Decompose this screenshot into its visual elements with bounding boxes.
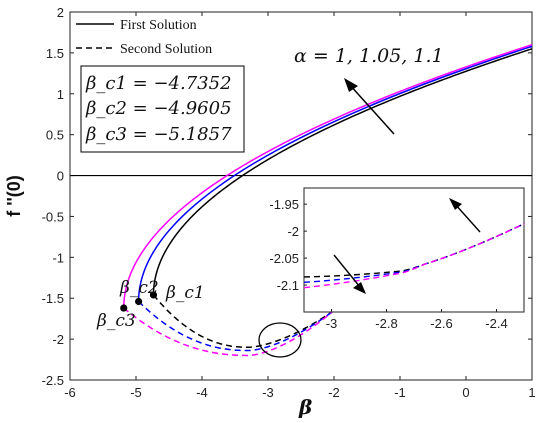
critical-points [120,291,158,312]
inset-arrow-down [333,254,366,294]
critical-value-2: β_c2 = −4.9605 [85,98,232,119]
legend-first-solution: First Solution [120,18,197,33]
y-tick-label: 1 [57,87,64,102]
main-curves [122,43,533,357]
inset-curves [303,223,525,289]
point-label-bc1: β_c1 [165,283,205,303]
x-tick-label: -3 [262,385,274,400]
y-tick-label: 0.5 [46,128,64,143]
second-solution-line [152,294,335,349]
legend-second-solution: Second Solution [120,42,212,57]
x-tick-label: -5 [130,385,142,400]
inset-x-tick-label: -3 [326,316,338,331]
main-plot-frame [69,11,533,381]
critical-point [120,304,128,312]
second-solution-line [138,300,335,352]
inset-x-tick-label: -2.6 [430,316,452,331]
first-solution-line [152,48,533,295]
inset-y-tick-label: -2 [287,224,299,239]
x-tick-label: 1 [528,385,535,400]
critical-value-1: β_c1 = −4.7352 [85,73,232,94]
inset-second-solution-line [303,223,525,289]
inset-x-tick-label: -2.4 [485,316,507,331]
inset-panel: -3 -2.8 -2.6 -2.4 -1.95 -2 -2.05 -2.1 [269,187,525,331]
alpha-annotation: α = 1, 1.05, 1.1 [294,45,444,67]
legend: First Solution Second Solution [76,18,212,57]
inset-y-tick-label: -2.1 [277,278,299,293]
alpha-arrow [344,78,395,135]
y-tick-label: -1.5 [42,291,64,306]
critical-point [135,297,143,306]
y-tick-label: 1.5 [46,46,64,61]
y-tick-label: 0 [57,169,64,184]
y-axis-label: f ''(0) [4,175,24,217]
critical-point [149,291,158,299]
inset-arrow-up [449,198,481,233]
point-label-bc3: β_c3 [96,311,136,331]
x-axis-label: β [298,395,312,419]
y-tick-label: -2 [52,332,64,347]
y-tick-label: 2 [57,5,64,20]
critical-value-3: β_c3 = −5.1857 [85,124,232,145]
zoom-region-ellipse [258,322,302,358]
y-tick-label: -0.5 [42,209,64,224]
x-tick-label: 0 [462,385,469,400]
y-tick-label: -1 [52,250,64,265]
inset-y-tick-label: -2.05 [269,251,299,266]
x-tick-label: -4 [196,385,208,400]
inset-x-tick-label: -2.8 [375,316,397,331]
y-tick-label: -2.5 [42,373,64,388]
inset-axis-ticks: -3 -2.8 -2.6 -2.4 -1.95 -2 -2.05 -2.1 [269,197,507,331]
first-solution-line [137,45,533,302]
critical-values-box: β_c1 = −4.7352 β_c2 = −4.9605 β_c3 = −5.… [80,65,245,153]
inset-y-tick-label: -1.95 [269,197,299,212]
point-label-bc2: β_c2 [119,278,159,298]
x-tick-label: -2 [328,385,340,400]
first-solution-line [122,43,533,309]
x-tick-label: -6 [64,385,76,400]
second-solution-line [123,307,335,357]
x-tick-label: -1 [394,385,406,400]
